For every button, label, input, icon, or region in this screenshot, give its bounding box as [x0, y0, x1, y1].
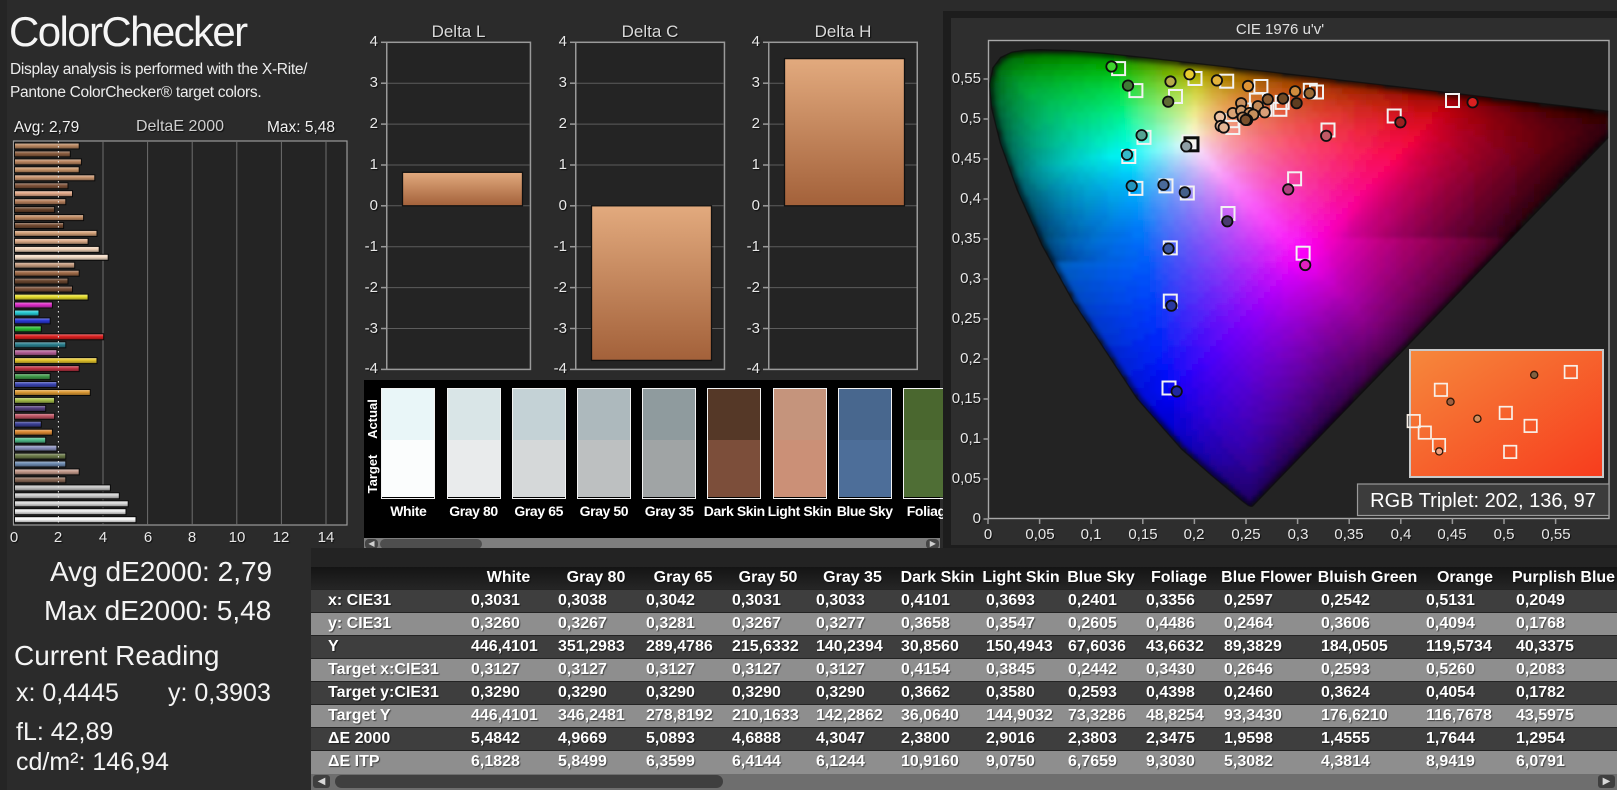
svg-text:RGB Triplet: 202, 136, 97: RGB Triplet: 202, 136, 97: [1370, 490, 1596, 512]
